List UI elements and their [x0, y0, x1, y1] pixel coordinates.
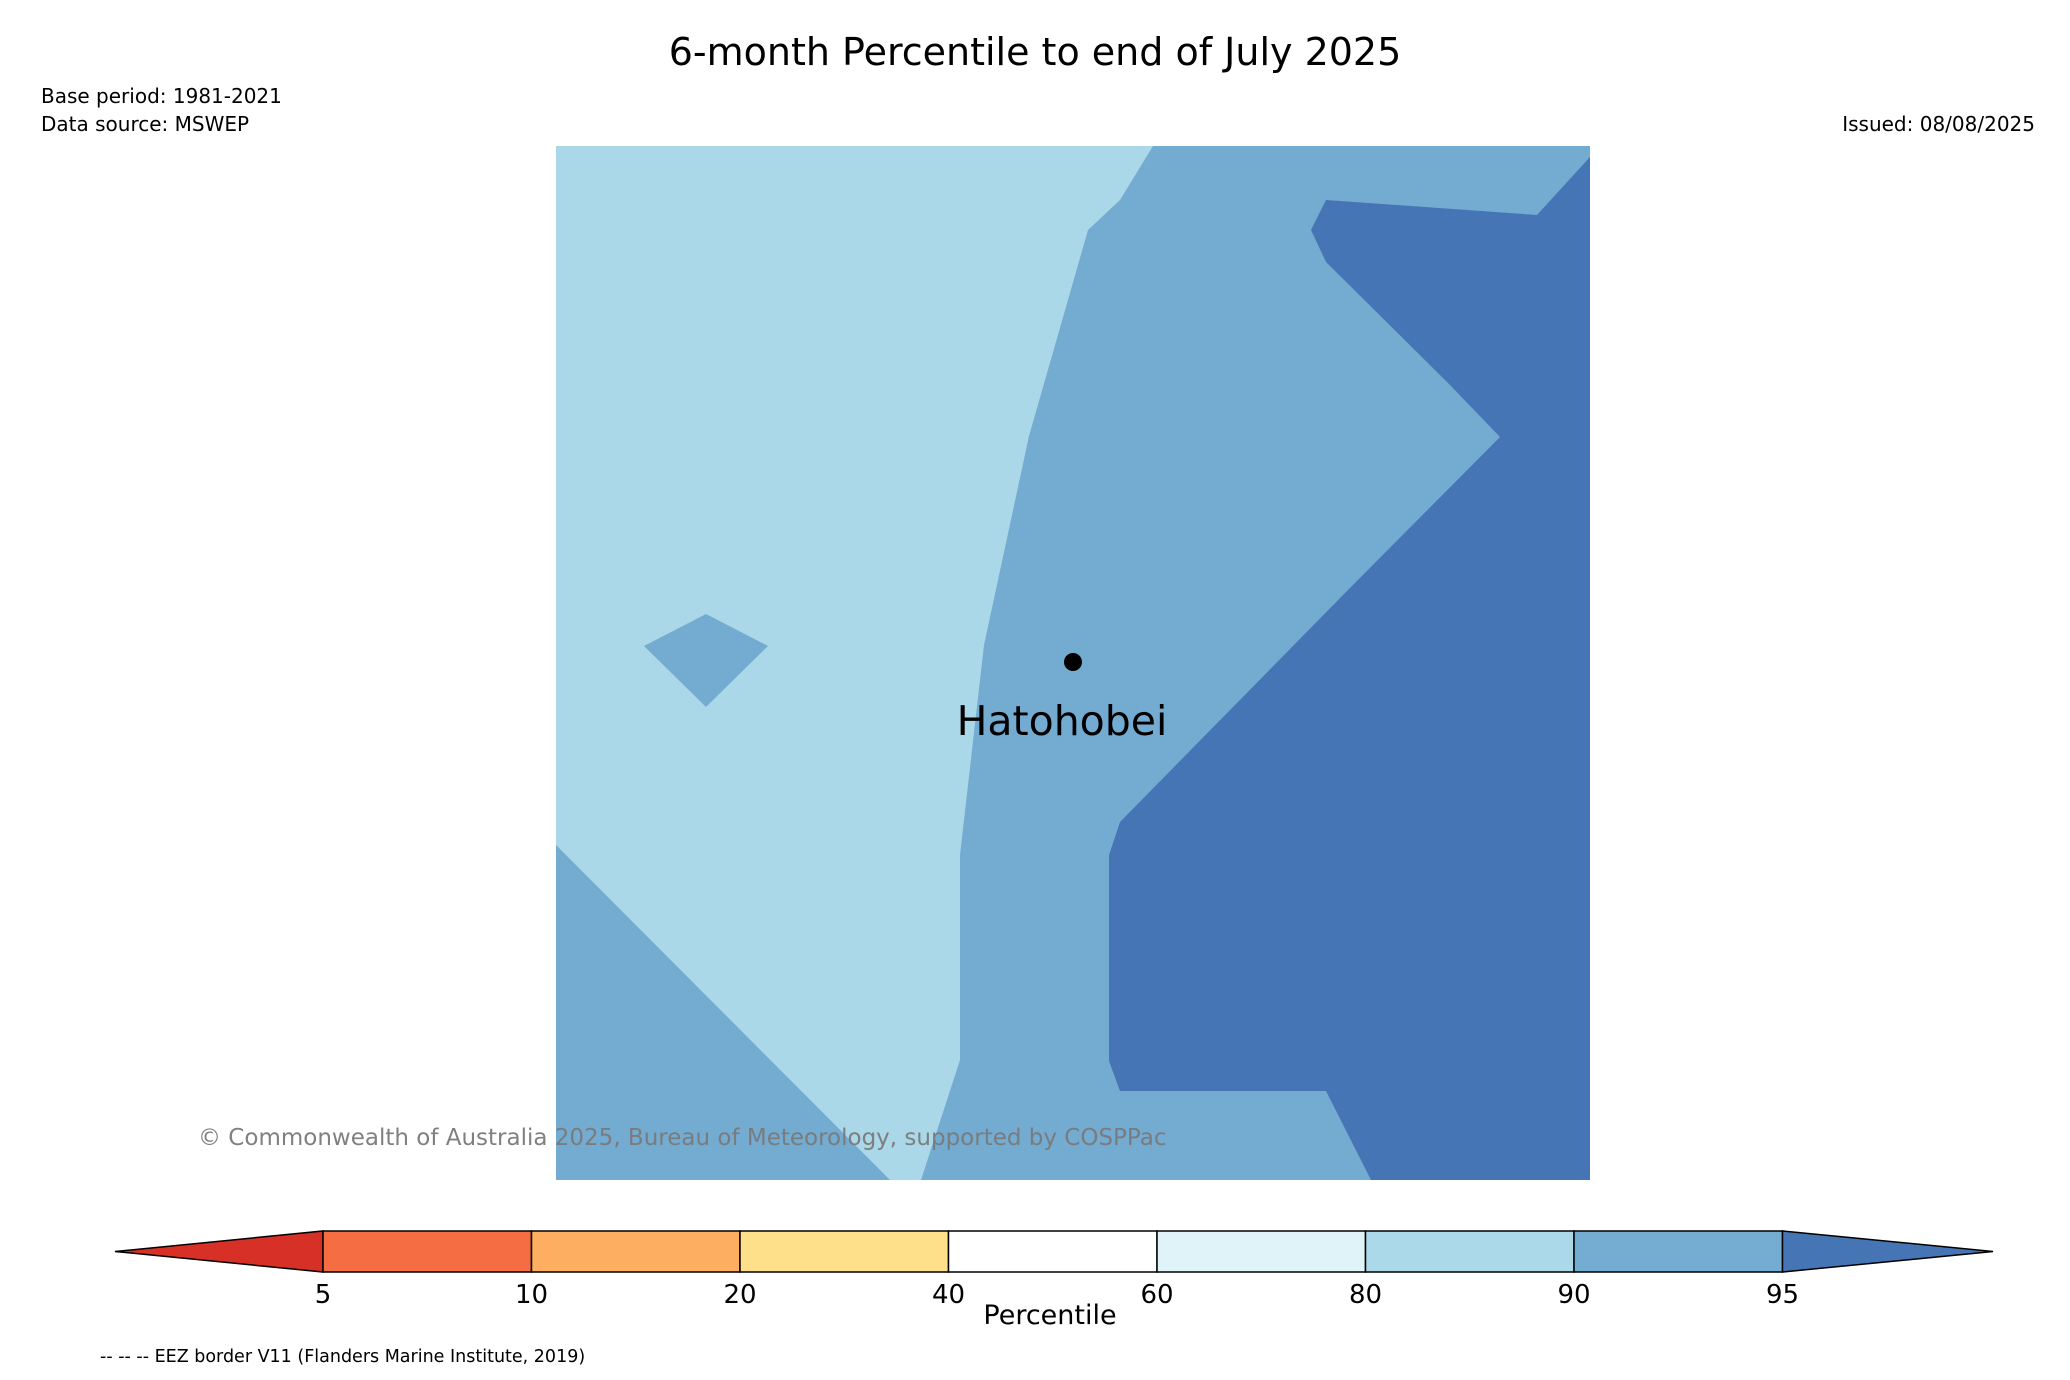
page-title: 6-month Percentile to end of July 2025: [668, 30, 1402, 74]
colorbar-tick-90: 90: [1557, 1280, 1590, 1310]
colorbar-tick-40: 40: [932, 1280, 965, 1310]
colorbar-segment-60-80: [1156, 1230, 1367, 1273]
colorbar-tick-10: 10: [515, 1280, 548, 1310]
colorbar-tick-95: 95: [1766, 1280, 1799, 1310]
colorbar-label: Percentile: [983, 1300, 1117, 1331]
colorbar-segment-10-20: [530, 1230, 741, 1273]
colorbar-segment-90-95: [1573, 1230, 1784, 1273]
colorbar-tick-80: 80: [1349, 1280, 1382, 1310]
colorbar-segment-40-60: [947, 1230, 1158, 1273]
colorbar-extend-low: [114, 1230, 324, 1273]
colorbar-extend-high: [1781, 1230, 1994, 1273]
hatohobei-label: Hatohobei: [957, 697, 1168, 745]
region-90-95-sw: [556, 845, 890, 1180]
region-90-95-island: [644, 614, 768, 707]
region-95-plus: [1109, 157, 1590, 1180]
colorbar-segment-5-10: [322, 1230, 533, 1273]
copyright-text: © Commonwealth of Australia 2025, Bureau…: [198, 1125, 1167, 1151]
issued-date-text: Issued: 08/08/2025: [1842, 112, 2035, 136]
base-period-text: Base period: 1981-2021: [41, 84, 282, 108]
data-source-text: Data source: MSWEP: [41, 112, 250, 136]
colorbar-tick-20: 20: [723, 1280, 756, 1310]
hatohobei-marker: [1064, 653, 1082, 671]
eez-border-note: -- -- -- EEZ border V11 (Flanders Marine…: [100, 1347, 586, 1367]
colorbar-tick-5: 5: [315, 1280, 332, 1310]
colorbar-tick-60: 60: [1140, 1280, 1173, 1310]
colorbar-segment-20-40: [739, 1230, 950, 1273]
colorbar-segment-80-90: [1364, 1230, 1575, 1273]
